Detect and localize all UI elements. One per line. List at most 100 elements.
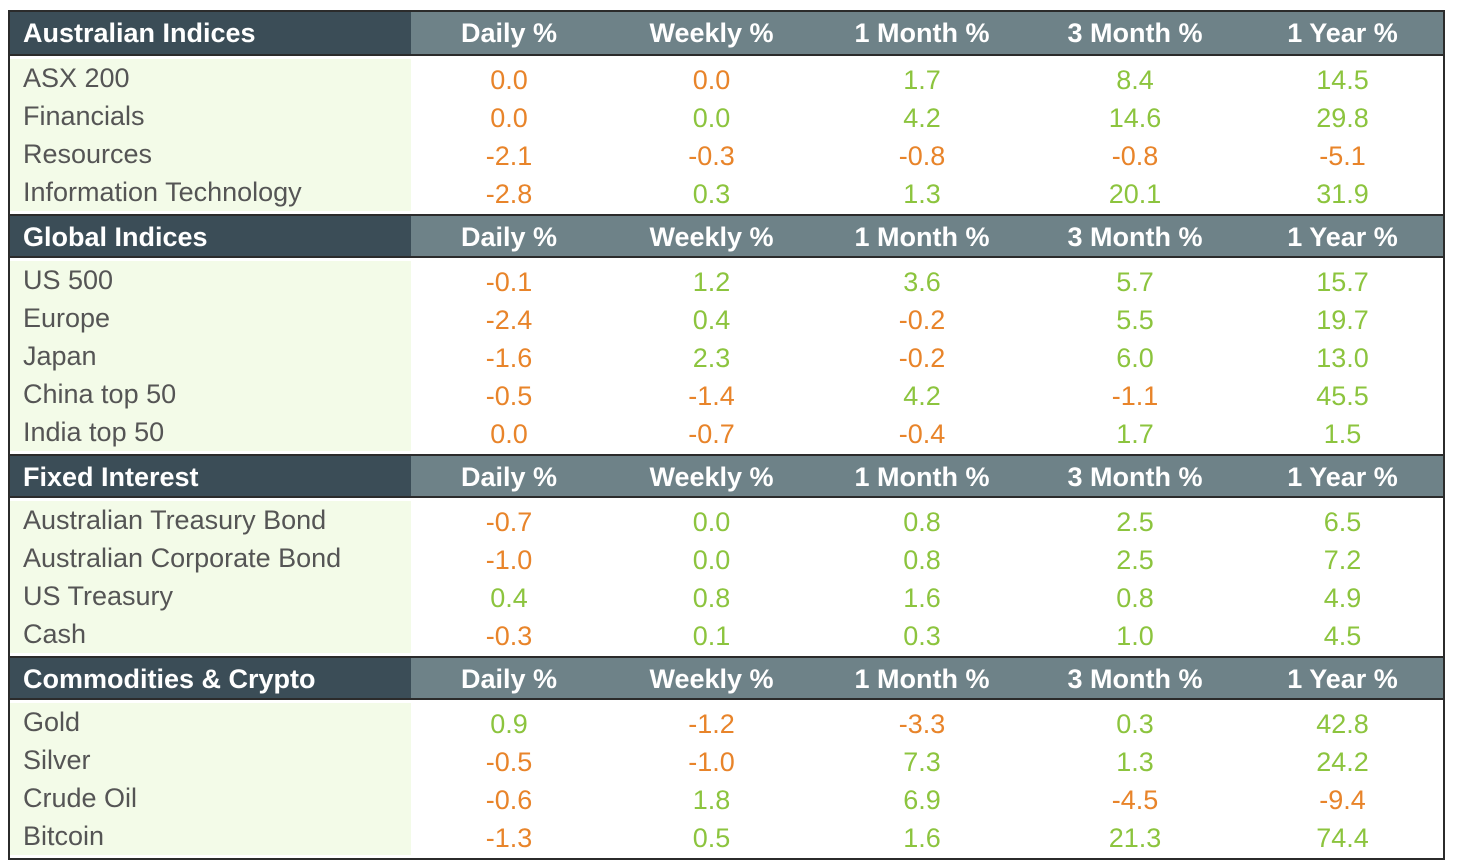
performance-value: 0.8 xyxy=(1116,583,1154,613)
performance-value: -0.2 xyxy=(898,343,946,373)
performance-value: 1.5 xyxy=(1323,419,1362,449)
performance-value: 24.2 xyxy=(1316,747,1369,777)
table-row: ASX 200 0.0 0.0 1.7 8.4 14.5 xyxy=(10,59,1443,97)
table-row: Australian Corporate Bond -1.0 0.0 0.8 2.5 7.… xyxy=(10,539,1443,577)
performance-value: -0.1 xyxy=(485,267,533,297)
section-title: Australian Indices xyxy=(10,12,411,54)
table-row: Cash -0.3 0.1 0.3 1.0 4.5 xyxy=(10,615,1443,653)
column-header: Weekly % xyxy=(607,216,816,256)
instrument-name: Australian Corporate Bond xyxy=(10,539,411,577)
column-header: 3 Month % xyxy=(1028,456,1242,496)
table-row: Crude Oil -0.6 1.8 6.9 -4.5 -9.4 xyxy=(10,779,1443,817)
instrument-name: Bitcoin xyxy=(10,817,411,855)
performance-value: 5.5 xyxy=(1116,305,1154,335)
column-header: 1 Month % xyxy=(816,12,1028,54)
table-row: Bitcoin -1.3 0.5 1.6 21.3 74.4 xyxy=(10,817,1443,855)
section-2: Fixed Interest Daily % Weekly % 1 Month % 3 … xyxy=(10,454,1443,656)
column-header: 1 Month % xyxy=(816,658,1028,698)
table-row: Information Technology -2.8 0.3 1.3 20.1 31.9 xyxy=(10,173,1443,211)
column-header: 1 Month % xyxy=(816,216,1028,256)
column-header: 3 Month % xyxy=(1028,216,1242,256)
column-header: 1 Year % xyxy=(1242,658,1443,698)
performance-value: 0.8 xyxy=(903,507,941,537)
section-header-row: Commodities & Crypto Daily % Weekly % 1 Mon… xyxy=(10,656,1443,700)
section-0: Australian Indices Daily % Weekly % 1 Month… xyxy=(10,12,1443,214)
performance-value: 31.9 xyxy=(1316,179,1369,209)
instrument-name: Europe xyxy=(10,299,411,337)
performance-value: 20.1 xyxy=(1108,179,1162,209)
performance-value: 2.5 xyxy=(1116,507,1154,537)
column-header: 1 Month % xyxy=(816,456,1028,496)
instrument-name: Financials xyxy=(10,97,411,135)
table-row: India top 50 0.0 -0.7 -0.4 1.7 1.5 xyxy=(10,413,1443,451)
performance-value: 1.2 xyxy=(692,267,731,297)
column-header: Weekly % xyxy=(607,658,816,698)
instrument-name: Gold xyxy=(10,703,411,741)
performance-value: -0.5 xyxy=(485,747,533,777)
performance-value: 4.5 xyxy=(1323,621,1362,651)
section-title: Fixed Interest xyxy=(10,456,411,496)
instrument-name: Silver xyxy=(10,741,411,779)
column-header: Weekly % xyxy=(607,456,816,496)
instrument-name: Information Technology xyxy=(10,173,411,211)
table-row: US 500 -0.1 1.2 3.6 5.7 15.7 xyxy=(10,261,1443,299)
performance-value: -0.8 xyxy=(898,141,946,171)
performance-value: 14.6 xyxy=(1108,103,1162,133)
performance-value: 0.3 xyxy=(1116,709,1154,739)
performance-value: -2.4 xyxy=(485,305,533,335)
performance-value: 7.2 xyxy=(1323,545,1362,575)
performance-value: 74.4 xyxy=(1316,823,1369,853)
performance-value: 1.6 xyxy=(903,823,941,853)
performance-value: 1.6 xyxy=(903,583,941,613)
performance-value: 6.0 xyxy=(1116,343,1154,373)
column-header: Daily % xyxy=(411,658,607,698)
instrument-name: Resources xyxy=(10,135,411,173)
performance-value: 7.3 xyxy=(903,747,941,777)
performance-value: -1.3 xyxy=(485,823,533,853)
performance-value: -0.5 xyxy=(485,381,533,411)
table-row: US Treasury 0.4 0.8 1.6 0.8 4.9 xyxy=(10,577,1443,615)
performance-value: -1.1 xyxy=(1111,381,1159,411)
column-header: 1 Year % xyxy=(1242,12,1443,54)
performance-value: -2.8 xyxy=(485,179,533,209)
table-row: Silver -0.5 -1.0 7.3 1.3 24.2 xyxy=(10,741,1443,779)
section-3: Commodities & Crypto Daily % Weekly % 1 Mon… xyxy=(10,656,1443,858)
performance-value: -5.1 xyxy=(1319,141,1366,171)
performance-value: 4.9 xyxy=(1323,583,1362,613)
performance-value: 0.4 xyxy=(692,305,731,335)
performance-value: 14.5 xyxy=(1316,65,1369,95)
performance-value: 0.0 xyxy=(692,103,731,133)
table-row: Gold 0.9 -1.2 -3.3 0.3 42.8 xyxy=(10,703,1443,741)
section-title: Commodities & Crypto xyxy=(10,658,411,698)
instrument-name: Crude Oil xyxy=(10,779,411,817)
performance-value: -1.2 xyxy=(688,709,735,739)
instrument-name: ASX 200 xyxy=(10,59,411,97)
column-header: Daily % xyxy=(411,216,607,256)
column-header: 1 Year % xyxy=(1242,456,1443,496)
performance-value: 6.5 xyxy=(1323,507,1362,537)
instrument-name: US 500 xyxy=(10,261,411,299)
instrument-name: India top 50 xyxy=(10,413,411,451)
performance-value: -0.4 xyxy=(898,419,946,449)
performance-value: -0.2 xyxy=(898,305,946,335)
performance-value: -9.4 xyxy=(1319,785,1366,815)
performance-value: 15.7 xyxy=(1316,267,1369,297)
instrument-name: China top 50 xyxy=(10,375,411,413)
performance-value: 0.9 xyxy=(490,709,528,739)
performance-value: 0.8 xyxy=(692,583,731,613)
performance-value: -0.7 xyxy=(688,419,735,449)
performance-value: 29.8 xyxy=(1316,103,1369,133)
performance-value: 5.7 xyxy=(1116,267,1154,297)
performance-value: 0.5 xyxy=(692,823,731,853)
column-header: Weekly % xyxy=(607,12,816,54)
section-header-row: Global Indices Daily % Weekly % 1 Month % 3 … xyxy=(10,214,1443,258)
performance-value: 2.3 xyxy=(692,343,731,373)
column-header: Daily % xyxy=(411,12,607,54)
section-header-row: Australian Indices Daily % Weekly % 1 Month… xyxy=(10,12,1443,56)
column-header: Daily % xyxy=(411,456,607,496)
table-row: Japan -1.6 2.3 -0.2 6.0 13.0 xyxy=(10,337,1443,375)
performance-value: -4.5 xyxy=(1111,785,1159,815)
instrument-name: US Treasury xyxy=(10,577,411,615)
table-row: China top 50 -0.5 -1.4 4.2 -1.1 45.5 xyxy=(10,375,1443,413)
table-row: Australian Treasury Bond -0.7 0.0 0.8 2.5 6.5 xyxy=(10,501,1443,539)
